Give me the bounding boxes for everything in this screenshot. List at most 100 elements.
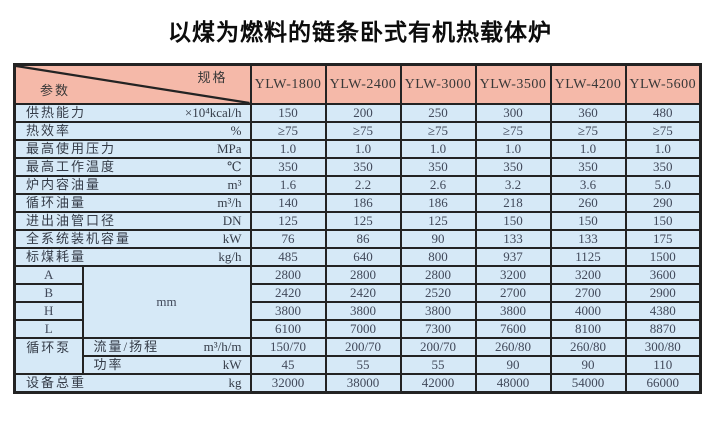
value-cell: 218 — [474, 193, 552, 213]
param-label: 供热能力 — [26, 105, 87, 120]
param-label: 循环油量 — [26, 195, 87, 210]
param-label: 设备总重 — [26, 375, 87, 390]
value-cell: 133 — [549, 229, 627, 249]
value-cell: 290 — [624, 193, 702, 213]
value-cell: 2700 — [549, 283, 627, 303]
dim-row-label: A — [13, 265, 84, 285]
value-cell: 186 — [399, 193, 477, 213]
table-row: 最高工作温度 ℃ 350 350 350 350 350 350 — [13, 157, 702, 177]
value-cell: 640 — [324, 247, 402, 267]
value-cell: 260 — [549, 193, 627, 213]
value-cell: 48000 — [474, 373, 552, 394]
table-row: 循环油量 m³/h 140 186 186 218 260 290 — [13, 193, 702, 213]
value-cell: 150 — [624, 211, 702, 231]
value-cell: 3200 — [549, 265, 627, 285]
value-cell: 125 — [324, 211, 402, 231]
value-cell: 125 — [399, 211, 477, 231]
value-cell: 1.6 — [249, 175, 327, 195]
param-unit: kW — [222, 231, 242, 246]
value-cell: 55 — [324, 355, 402, 375]
param-unit: DN — [222, 213, 242, 228]
page-title: 以煤为燃料的链条卧式有机热载体炉 — [168, 19, 552, 45]
dim-row-label: L — [13, 319, 84, 339]
value-cell: 86 — [324, 229, 402, 249]
value-cell: 300/80 — [624, 337, 702, 357]
param-label: 热效率 — [26, 123, 72, 138]
param-unit: m³ — [227, 177, 242, 192]
value-cell: 2.6 — [399, 175, 477, 195]
value-cell: 800 — [399, 247, 477, 267]
value-cell: 350 — [399, 157, 477, 177]
table-row: L 6100 7000 7300 7600 8100 8870 — [13, 319, 702, 339]
param-unit: ×10⁴kcal/h — [184, 105, 242, 120]
value-cell: 150 — [474, 211, 552, 231]
table-row: H 3800 3800 3800 3800 4000 4380 — [13, 301, 702, 321]
value-cell: 76 — [249, 229, 327, 249]
value-cell: 300 — [474, 103, 552, 123]
table-row: 进出油管口径 DN 125 125 125 150 150 150 — [13, 211, 702, 231]
table-row: 全系统装机容量 kW 76 86 90 133 133 175 — [13, 229, 702, 249]
value-cell: 350 — [624, 157, 702, 177]
value-cell: 8100 — [549, 319, 627, 339]
value-cell: 1.0 — [549, 139, 627, 159]
dim-unit-cell: mm — [81, 265, 252, 339]
value-cell: ≥75 — [249, 121, 327, 141]
param-unit: kg — [228, 375, 242, 390]
value-cell: 3.6 — [549, 175, 627, 195]
param-cell: 全系统装机容量 kW — [13, 229, 252, 249]
value-cell: 2800 — [399, 265, 477, 285]
table-row: 供热能力 ×10⁴kcal/h 150 200 250 300 360 480 — [13, 103, 702, 123]
value-cell: ≥75 — [624, 121, 702, 141]
value-cell: 2700 — [474, 283, 552, 303]
value-cell: 150 — [549, 211, 627, 231]
param-cell: 热效率 % — [13, 121, 252, 141]
param-unit: MPa — [216, 141, 242, 156]
value-cell: 7300 — [399, 319, 477, 339]
param-cell: 标煤耗量 kg/h — [13, 247, 252, 267]
param-label: 最高使用压力 — [26, 141, 117, 156]
value-cell: 7000 — [324, 319, 402, 339]
param-cell: 最高工作温度 ℃ — [13, 157, 252, 177]
value-cell: 5.0 — [624, 175, 702, 195]
model-column-header: YLW-1800 — [249, 63, 327, 105]
table-row: 功率 kW 45 55 55 90 90 110 — [15, 355, 702, 375]
value-cell: 45 — [249, 355, 327, 375]
param-unit: kg/h — [218, 249, 242, 264]
param-cell: 设备总重 kg — [13, 373, 252, 394]
value-cell: 2520 — [399, 283, 477, 303]
value-cell: 2800 — [249, 265, 327, 285]
value-cell: ≥75 — [399, 121, 477, 141]
param-label: 功率 — [93, 357, 124, 372]
table-row: 循环泵 流量/扬程 m³/h/m 150/70 200/70 200/70 26… — [13, 337, 702, 375]
value-cell: 350 — [474, 157, 552, 177]
param-label: 进出油管口径 — [26, 213, 117, 228]
param-cell: 功率 kW — [81, 355, 252, 375]
value-cell: 8870 — [624, 319, 702, 339]
param-cell: 进出油管口径 DN — [13, 211, 252, 231]
value-cell: 150/70 — [249, 337, 327, 357]
param-unit: m³/h — [217, 195, 242, 210]
value-cell: 350 — [549, 157, 627, 177]
value-cell: 200/70 — [324, 337, 402, 357]
value-cell: 4000 — [549, 301, 627, 321]
value-cell: 42000 — [399, 373, 477, 394]
table-row: 设备总重 kg 32000 38000 42000 48000 54000 66… — [13, 373, 702, 394]
table-row: 热效率 % ≥75 ≥75 ≥75 ≥75 ≥75 ≥75 — [13, 121, 702, 141]
diagonal-line — [16, 66, 249, 103]
value-cell: 2.2 — [324, 175, 402, 195]
param-cell: 最高使用压力 MPa — [13, 139, 252, 159]
value-cell: 2800 — [324, 265, 402, 285]
value-cell: 485 — [249, 247, 327, 267]
value-cell: 1.0 — [324, 139, 402, 159]
table-row: A mm 2800 2800 2800 3200 3200 3600 — [13, 265, 702, 339]
value-cell: 360 — [549, 103, 627, 123]
value-cell: 110 — [624, 355, 702, 375]
table-row: 炉内容油量 m³ 1.6 2.2 2.6 3.2 3.6 5.0 — [13, 175, 702, 195]
param-label: 流量/扬程 — [93, 339, 160, 354]
model-column-header: YLW-4200 — [549, 63, 627, 105]
value-cell: 1500 — [624, 247, 702, 267]
value-cell: 90 — [549, 355, 627, 375]
value-cell: 186 — [324, 193, 402, 213]
param-label: 最高工作温度 — [26, 159, 117, 174]
param-label: 标煤耗量 — [26, 249, 87, 264]
